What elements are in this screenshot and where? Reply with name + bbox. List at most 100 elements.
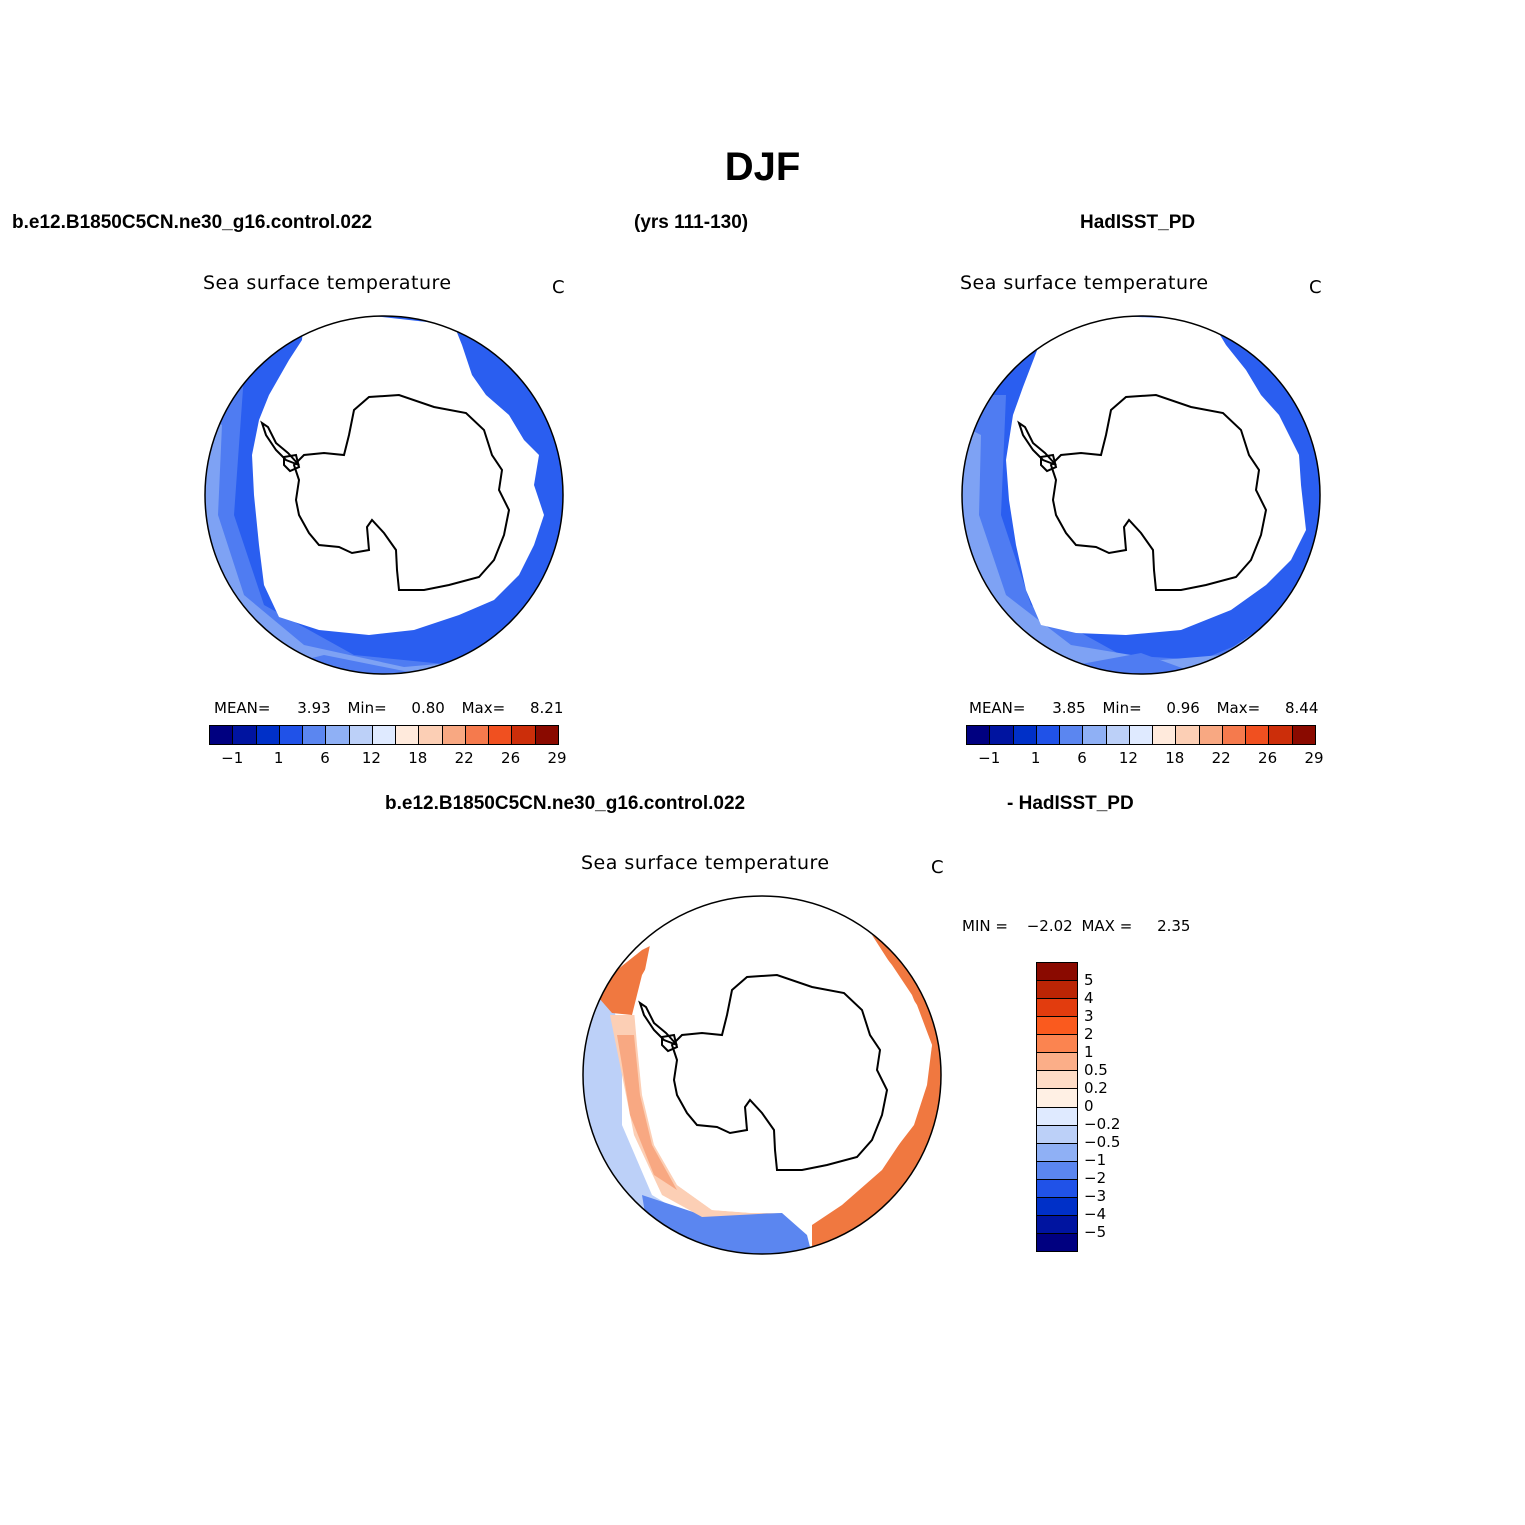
diff-colorbar-box xyxy=(1037,981,1077,1000)
diff-min-label: MIN = xyxy=(962,917,1008,935)
diff-colorbar-tick-label: −4 xyxy=(1084,1205,1107,1223)
map-border xyxy=(582,895,942,1255)
model-colorbar-tick-label: 6 xyxy=(320,749,330,767)
years-label: (yrs 111-130) xyxy=(634,212,749,233)
diff-units: C xyxy=(931,857,944,878)
antarctic-peninsula xyxy=(1017,420,1057,466)
diff-min-value: −2.02 xyxy=(1026,917,1073,935)
model-max-value: 8.21 xyxy=(529,699,564,717)
diff-colorbar-tick-label: 2 xyxy=(1084,1025,1094,1043)
obs-colorbar-tick-label: 18 xyxy=(1165,749,1185,767)
model-min-label: Min= xyxy=(347,699,387,717)
obs-colorbar-box xyxy=(1292,726,1315,744)
obs-colorbar-box xyxy=(990,726,1014,744)
diff-obs-label: - HadISST_PD xyxy=(1007,793,1134,814)
antarctica-coastline xyxy=(292,393,511,591)
diff-colorbar-box xyxy=(1037,1143,1077,1162)
diff-colorbar-box xyxy=(1037,1071,1077,1090)
diff-colorbar-box xyxy=(1037,1161,1077,1180)
obs-colorbar-tick-label: 22 xyxy=(1211,749,1231,767)
map-border xyxy=(961,315,1321,675)
diff-model-label: b.e12.B1850C5CN.ne30_g16.control.022 xyxy=(385,793,746,814)
diff-warm-west xyxy=(617,1035,677,1190)
obs-colorbar-tick-label: 29 xyxy=(1304,749,1324,767)
antarctic-peninsula xyxy=(260,420,300,466)
diff-warm-northwest xyxy=(592,940,662,1015)
model-colorbar-box xyxy=(465,726,490,744)
obs-colorbar-tick-label: 12 xyxy=(1118,749,1138,767)
diff-colorbar-tick-label: 3 xyxy=(1084,1007,1094,1025)
diff-colorbar-tick-label: 0 xyxy=(1084,1097,1094,1115)
obs-colorbar xyxy=(966,725,1316,745)
obs-colorbar-box xyxy=(1246,726,1270,744)
model-min-value: 0.80 xyxy=(411,699,445,717)
model-colorbar-box xyxy=(396,726,420,744)
diff-stats: MIN = −2.02 MAX = 2.35 xyxy=(962,917,1190,935)
antarctica-coastline xyxy=(1049,393,1268,591)
model-colorbar-tick-label: 1 xyxy=(273,749,284,767)
diff-colorbar-box xyxy=(1037,1053,1077,1072)
model-colorbar-box xyxy=(256,726,280,744)
obs-colorbar-box xyxy=(1083,726,1107,744)
model-colorbar-tick-label: 26 xyxy=(501,749,521,767)
antarctic-peninsula xyxy=(638,1000,678,1046)
obs-case-label: HadISST_PD xyxy=(1080,212,1196,233)
obs-colorbar-tick-label: 26 xyxy=(1258,749,1278,767)
model-colorbar-box xyxy=(349,726,373,744)
diff-plot-title: Sea surface temperature xyxy=(581,852,830,874)
obs-plot-title: Sea surface temperature xyxy=(960,272,1209,294)
obs-colorbar-tick-label: 1 xyxy=(1030,749,1041,767)
model-colorbar-tick-label: 18 xyxy=(408,749,428,767)
sea-ice-mask xyxy=(252,316,544,635)
diff-colorbar-tick-label: −0.5 xyxy=(1084,1133,1121,1151)
diff-colorbar-tick-label: −0.2 xyxy=(1084,1115,1121,1133)
model-colorbar-box xyxy=(210,726,234,744)
ross-ice-shelf xyxy=(283,453,301,473)
obs-colorbar-box xyxy=(1199,726,1223,744)
model-colorbar-box xyxy=(489,726,513,744)
obs-max-label: Max= xyxy=(1216,699,1261,717)
diff-colorbar-tick-label: 5 xyxy=(1084,971,1094,989)
obs-colorbar-box xyxy=(1269,726,1293,744)
model-colorbar-box xyxy=(535,726,558,744)
diff-cool-west xyxy=(583,995,802,1254)
model-units: C xyxy=(552,277,565,298)
obs-colorbar-box xyxy=(1036,726,1061,744)
obs-colorbar-box xyxy=(1106,726,1130,744)
model-colorbar xyxy=(209,725,559,745)
model-colorbar-box xyxy=(303,726,327,744)
diff-colorbar xyxy=(1036,962,1078,1252)
diff-colorbar-box xyxy=(1037,1035,1077,1054)
obs-colorbar-box xyxy=(967,726,991,744)
obs-colorbar-tick-label: −1 xyxy=(978,749,1001,767)
model-case-label: b.e12.B1850C5CN.ne30_g16.control.022 xyxy=(12,212,373,233)
diff-warm-east xyxy=(812,935,941,1254)
diff-colorbar-box xyxy=(1037,1197,1077,1216)
diff-polar-map xyxy=(582,895,942,1255)
model-stats: MEAN= 3.93 Min= 0.80 Max= 8.21 xyxy=(214,699,563,717)
model-colorbar-box xyxy=(326,726,350,744)
diff-colorbar-tick-label: 0.2 xyxy=(1084,1079,1108,1097)
obs-stats: MEAN= 3.85 Min= 0.96 Max= 8.44 xyxy=(969,699,1318,717)
obs-colorbar-box xyxy=(1176,726,1200,744)
model-colorbar-tick-label: −1 xyxy=(221,749,244,767)
obs-min-label: Min= xyxy=(1102,699,1142,717)
obs-colorbar-box xyxy=(1060,726,1084,744)
obs-max-value: 8.44 xyxy=(1284,699,1319,717)
diff-colorbar-tick-label: −2 xyxy=(1084,1169,1107,1187)
obs-units: C xyxy=(1309,277,1322,298)
diff-colorbar-tick-label: −3 xyxy=(1084,1187,1107,1205)
ross-ice-shelf xyxy=(1040,453,1058,473)
model-colorbar-tick-label: 22 xyxy=(454,749,474,767)
diff-colorbar-tick-label: 0.5 xyxy=(1084,1061,1108,1079)
model-colorbar-tick-label: 12 xyxy=(361,749,381,767)
map-border xyxy=(204,315,564,675)
model-mean-label: MEAN= xyxy=(214,699,271,717)
figure-title: DJF xyxy=(724,145,801,189)
diff-colorbar-box xyxy=(1037,1107,1077,1126)
obs-colorbar-box xyxy=(1013,726,1037,744)
obs-colorbar-tick-label: 6 xyxy=(1077,749,1087,767)
model-polar-map xyxy=(204,315,564,675)
model-colorbar-box xyxy=(279,726,304,744)
model-colorbar-box xyxy=(233,726,257,744)
